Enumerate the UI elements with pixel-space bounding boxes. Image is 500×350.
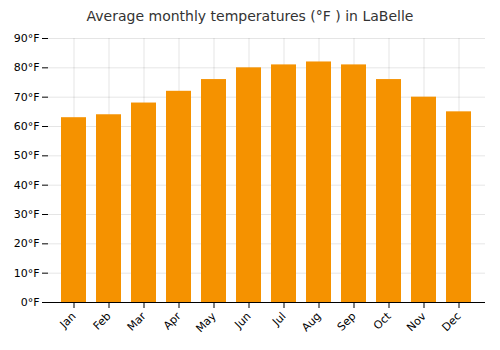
- svg-text:Jul: Jul: [269, 310, 288, 329]
- svg-text:Apr: Apr: [161, 309, 184, 332]
- html-text:Average monthly temperatures (: Average monthly temperatures (°F ) in La…: [86, 8, 414, 24]
- svg-text:80°F: 80°F: [14, 61, 40, 74]
- svg-text:Jun: Jun: [232, 310, 254, 332]
- svg-text:50°F: 50°F: [14, 149, 40, 162]
- svg-text:70°F: 70°F: [14, 91, 40, 104]
- svg-text:0°F: 0°F: [21, 296, 40, 309]
- svg-text:20°F: 20°F: [14, 237, 40, 250]
- svg-text:Nov: Nov: [404, 309, 429, 334]
- svg-text:Aug: Aug: [299, 310, 323, 334]
- svg-text:Oct: Oct: [371, 309, 394, 332]
- svg-text:Feb: Feb: [91, 310, 114, 333]
- svg-text:10°F: 10°F: [14, 267, 40, 280]
- svg-text:30°F: 30°F: [14, 208, 40, 221]
- svg-text:May: May: [193, 309, 219, 335]
- svg-text:60°F: 60°F: [14, 120, 40, 133]
- svg-text:Sep: Sep: [335, 310, 359, 334]
- svg-text:40°F: 40°F: [14, 179, 40, 192]
- svg-text:Jan: Jan: [57, 310, 79, 332]
- svg-text:Mar: Mar: [125, 309, 149, 333]
- svg-text:Dec: Dec: [439, 310, 463, 334]
- svg-text:90°F: 90°F: [14, 32, 40, 45]
